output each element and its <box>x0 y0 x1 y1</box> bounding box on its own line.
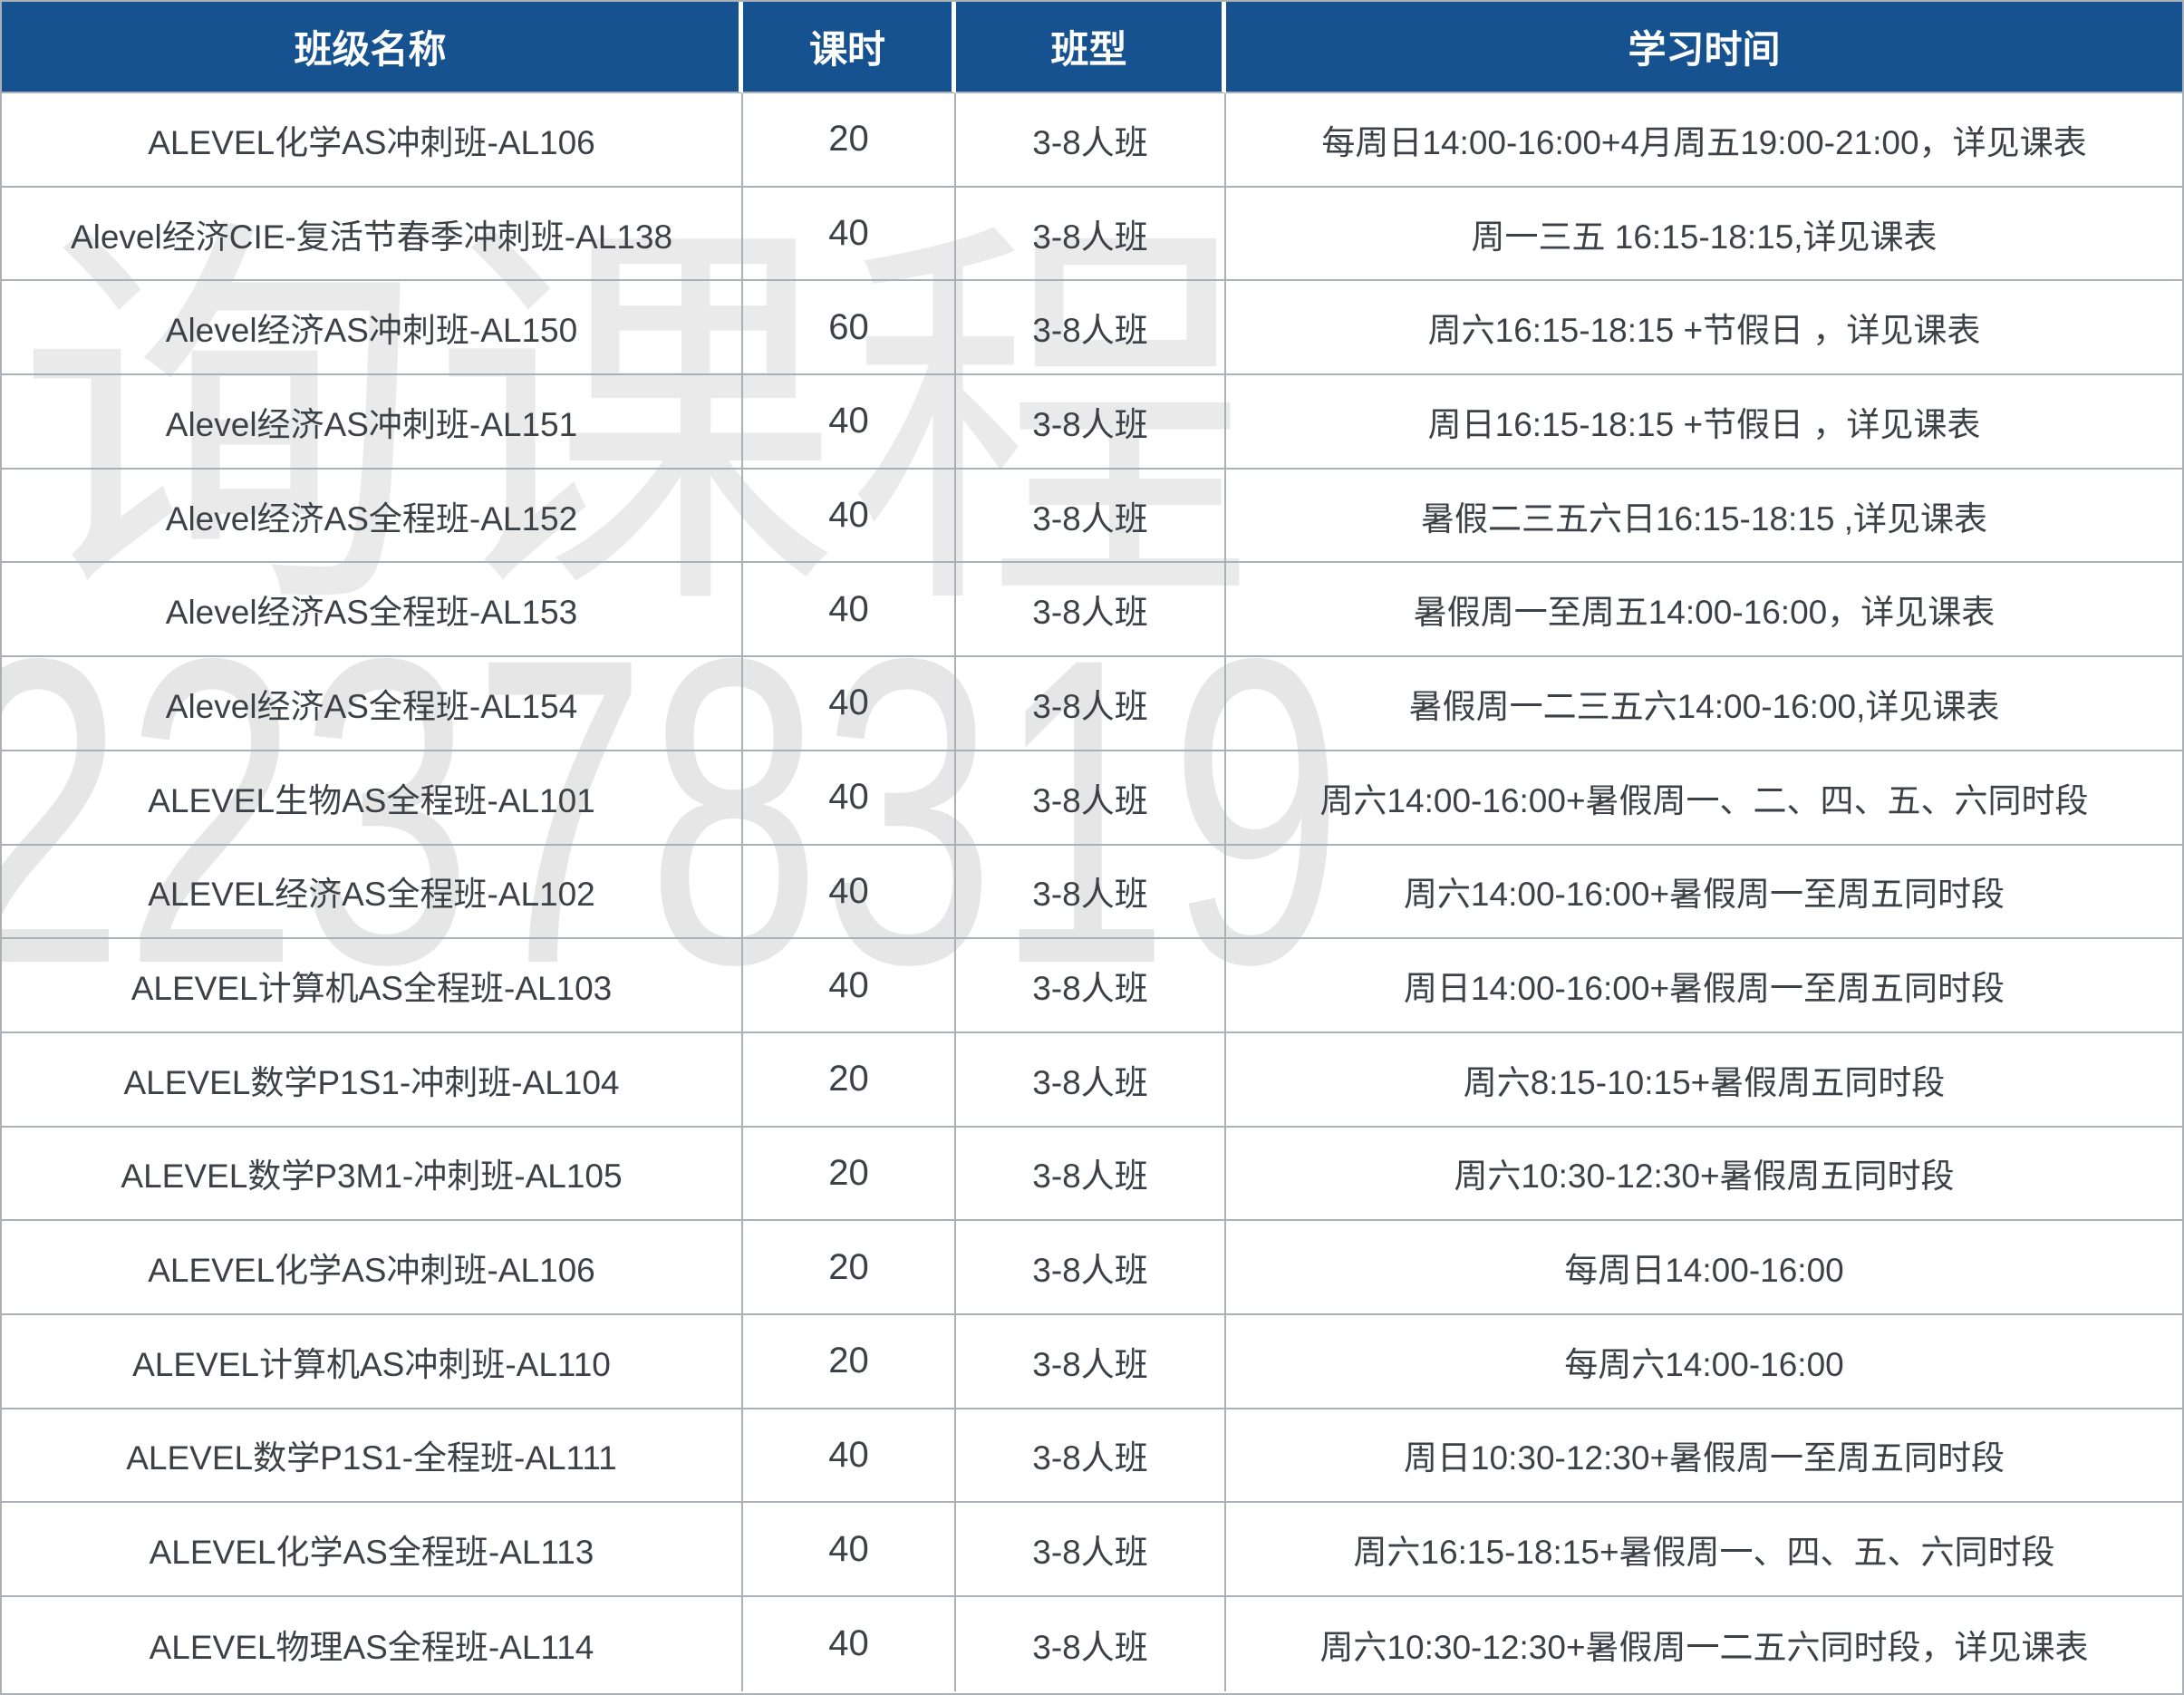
class-name-cell: ALEVEL数学P1S1-冲刺班-AL104 <box>2 1032 743 1128</box>
class-name-cell: Alevel经济CIE-复活节春季冲刺班-AL138 <box>2 187 743 282</box>
hours-cell: 60 <box>743 281 956 376</box>
hours-cell: 40 <box>743 939 956 1033</box>
schedule-cell: 周一三五 16:15-18:15,详见课表 <box>1226 188 2182 282</box>
hours-cell: 40 <box>743 1597 956 1691</box>
hours-cell: 40 <box>743 751 956 846</box>
class-name-cell: ALEVEL经济AS全程班-AL102 <box>2 845 743 940</box>
class-name-cell: ALEVEL数学P1S1-全程班-AL111 <box>2 1409 743 1504</box>
class-name-cell: ALEVEL计算机AS全程班-AL103 <box>2 939 743 1033</box>
class-name-cell: Alevel经济AS冲刺班-AL151 <box>2 375 743 470</box>
class-type-cell: 3-8人班 <box>956 1127 1226 1222</box>
schedule-cell: 周六10:30-12:30+暑假周五同时段 <box>1226 1128 2182 1222</box>
class-name-cell: ALEVEL化学AS全程班-AL113 <box>2 1503 743 1597</box>
class-type-cell: 3-8人班 <box>956 563 1226 658</box>
schedule-cell: 暑假周一二三五六14:00-16:00,详见课表 <box>1226 657 2182 751</box>
class-type-cell: 3-8人班 <box>956 657 1226 751</box>
hours-cell: 20 <box>743 1314 956 1409</box>
header-cell-class-name: 班级名称 <box>2 2 743 93</box>
class-type-cell: 3-8人班 <box>956 751 1226 846</box>
schedule-cell: 周日14:00-16:00+暑假周一至周五同时段 <box>1226 939 2182 1033</box>
hours-cell: 40 <box>743 187 956 282</box>
hours-cell: 20 <box>743 1221 956 1315</box>
hours-cell: 40 <box>743 375 956 470</box>
class-name-cell: ALEVEL物理AS全程班-AL114 <box>2 1597 743 1691</box>
hours-cell: 40 <box>743 1409 956 1504</box>
schedule-cell: 周六16:15-18:15+暑假周一、四、五、六同时段 <box>1226 1503 2182 1597</box>
hours-cell: 20 <box>743 93 956 188</box>
class-type-cell: 3-8人班 <box>956 93 1226 188</box>
class-type-cell: 3-8人班 <box>956 1409 1226 1504</box>
schedule-cell: 每周六14:00-16:00 <box>1226 1315 2182 1409</box>
schedule-cell: 周六14:00-16:00+暑假周一至周五同时段 <box>1226 846 2182 940</box>
class-name-cell: ALEVEL化学AS冲刺班-AL106 <box>2 93 743 188</box>
class-type-cell: 3-8人班 <box>956 187 1226 282</box>
schedule-cell: 周六16:15-18:15 +节假日 ，详见课表 <box>1226 281 2182 376</box>
class-type-cell: 3-8人班 <box>956 1314 1226 1409</box>
class-type-cell: 3-8人班 <box>956 1503 1226 1597</box>
hours-cell: 40 <box>743 657 956 751</box>
class-type-cell: 3-8人班 <box>956 939 1226 1033</box>
schedule-cell: 周六8:15-10:15+暑假周五同时段 <box>1226 1033 2182 1128</box>
class-type-cell: 3-8人班 <box>956 845 1226 940</box>
schedule-cell: 每周日14:00-16:00+4月周五19:00-21:00，详见课表 <box>1226 93 2182 188</box>
class-type-cell: 3-8人班 <box>956 469 1226 564</box>
schedule-cell: 周六10:30-12:30+暑假周一二五六同时段，详见课表 <box>1319 1628 2089 1666</box>
schedule-cell: 周日10:30-12:30+暑假周一至周五同时段 <box>1226 1409 2182 1504</box>
hours-cell: 20 <box>743 1127 956 1222</box>
class-name-cell: Alevel经济AS全程班-AL152 <box>2 469 743 564</box>
header-cell-schedule: 学习时间 <box>1226 2 2182 93</box>
class-name-cell: Alevel经济AS冲刺班-AL150 <box>2 281 743 376</box>
class-type-cell: 3-8人班 <box>956 281 1226 376</box>
class-name-cell: Alevel经济AS全程班-AL153 <box>2 563 743 658</box>
schedule-cell: 周六14:00-16:00+暑假周一、二、四、五、六同时段 <box>1226 751 2182 846</box>
class-name-cell: Alevel经济AS全程班-AL154 <box>2 657 743 751</box>
class-type-cell: 3-8人班 <box>956 375 1226 470</box>
hours-cell: 40 <box>743 469 956 564</box>
hours-cell: 20 <box>743 1032 956 1128</box>
class-name-cell: ALEVEL数学P3M1-冲刺班-AL105 <box>2 1127 743 1222</box>
class-name-cell: ALEVEL计算机AS冲刺班-AL110 <box>2 1314 743 1409</box>
class-name-cell: ALEVEL生物AS全程班-AL101 <box>2 751 743 846</box>
class-name-cell: ALEVEL化学AS冲刺班-AL106 <box>2 1221 743 1315</box>
class-type-cell: 3-8人班 <box>956 1221 1226 1315</box>
class-type-cell: 3-8人班 <box>956 1597 1226 1691</box>
class-type-cell: 3-8人班 <box>956 1032 1226 1128</box>
schedule-cell: 周日16:15-18:15 +节假日 ，详见课表 <box>1226 375 2182 470</box>
header-cell-hours: 课时 <box>743 2 956 93</box>
hours-cell: 40 <box>743 563 956 658</box>
hours-cell: 40 <box>743 1503 956 1597</box>
schedule-cell: 暑假二三五六日16:15-18:15 ,详见课表 <box>1226 470 2182 564</box>
schedule-cell: 暑假周一至周五14:00-16:00，详见课表 <box>1226 563 2182 658</box>
schedule-cell: 每周日14:00-16:00 <box>1226 1221 2182 1315</box>
hours-cell: 40 <box>743 845 956 940</box>
header-cell-class-type: 班型 <box>956 2 1226 93</box>
